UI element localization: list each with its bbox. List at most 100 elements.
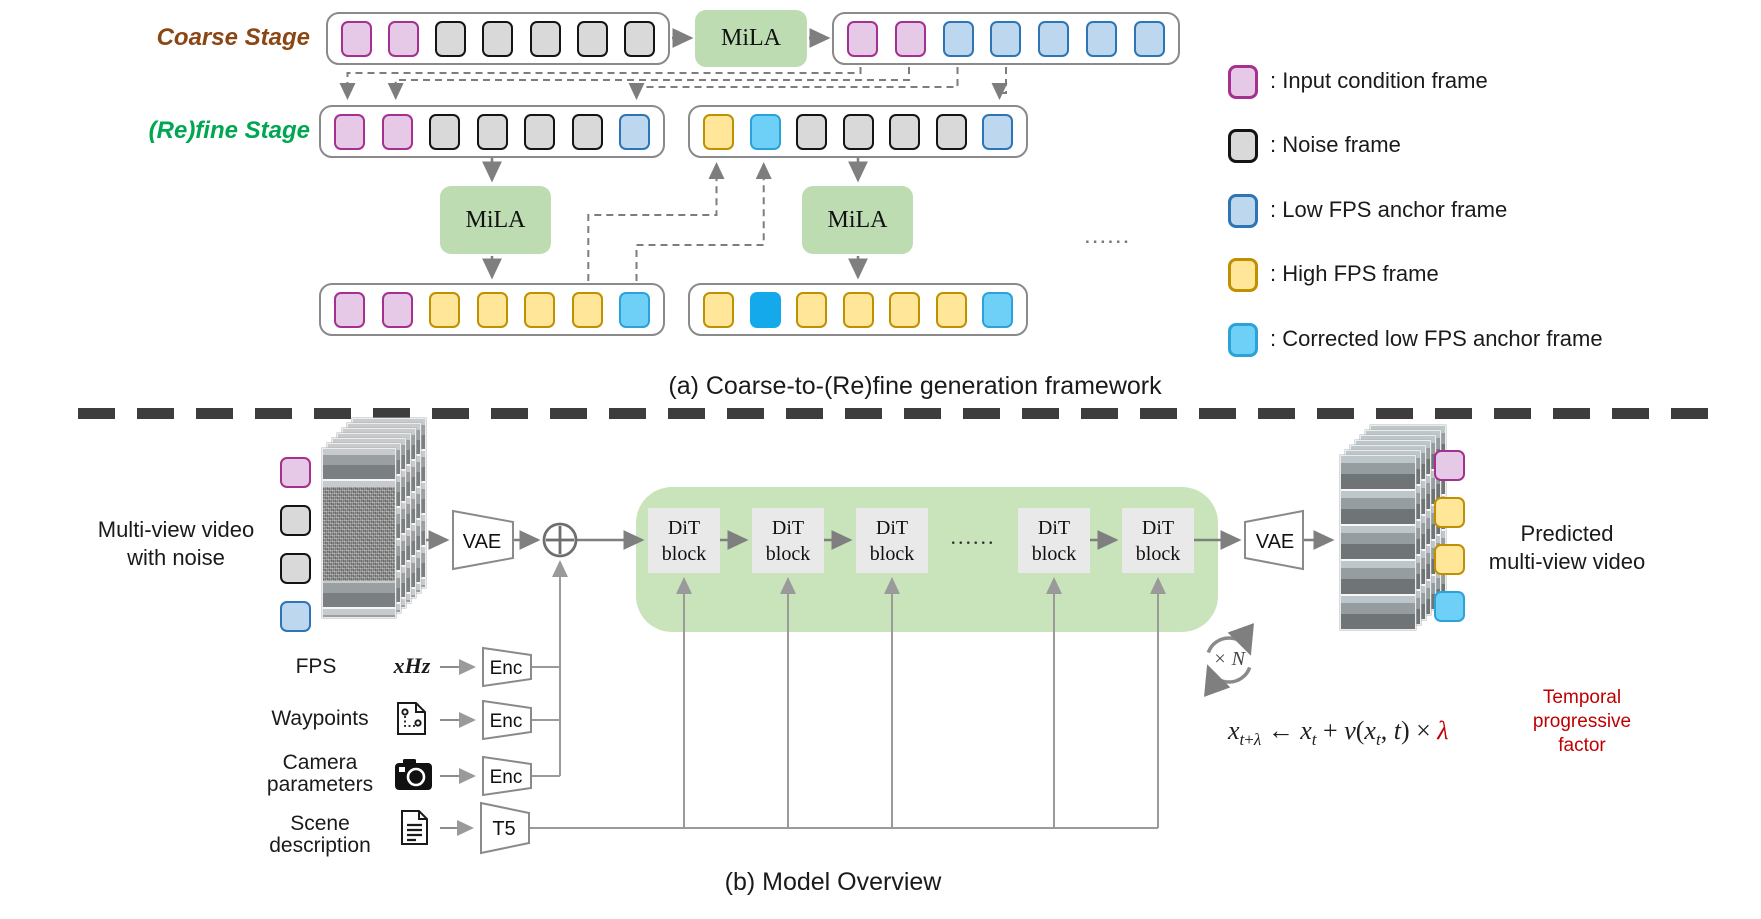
dit-ellipsis: ...... <box>950 524 996 549</box>
high-frame <box>1434 544 1465 575</box>
corrected-frame <box>1434 591 1465 622</box>
caption-b: (b) Model Overview <box>724 868 942 896</box>
vae-encoder-shape <box>452 509 514 571</box>
update-formula: xt+λ ← xt + v(xt, t) × λ <box>1228 716 1449 750</box>
legend-label-corrected: : Corrected low FPS anchor frame <box>1270 326 1603 351</box>
corrected-solid-frame <box>749 291 781 328</box>
refine-output-row-1 <box>319 283 665 336</box>
continuation-dots-a: ...... <box>1085 228 1132 247</box>
anchor-frame <box>280 601 311 632</box>
noise-frame <box>429 113 460 150</box>
condition-row-arrows <box>440 659 476 836</box>
output-frame-column <box>1434 450 1465 622</box>
high-frame <box>703 113 734 150</box>
vae-encoder-label: VAE <box>462 531 502 553</box>
noise-frame <box>576 20 608 57</box>
input-frame <box>381 113 413 150</box>
video-frame-layer <box>322 448 396 618</box>
dit-block-2: DiT block <box>752 508 824 573</box>
input-frame <box>388 20 420 57</box>
refine-stage-label: (Re)fine Stage <box>148 117 310 144</box>
anchor-frame <box>1086 20 1118 57</box>
legend-label-noise: : Noise frame <box>1270 132 1401 157</box>
refine-input-row-1 <box>319 105 665 158</box>
legend-swatch-high <box>1228 258 1258 292</box>
noise-frame <box>889 113 920 150</box>
loop-count-label: × N <box>1213 648 1245 670</box>
mila-box-refine-1: MiLA <box>440 186 551 254</box>
legend-swatch-corrected <box>1228 323 1258 357</box>
predicted-video-stack <box>1340 425 1452 635</box>
conditioning-lines <box>529 562 1166 829</box>
noisy-video-stack <box>322 418 432 620</box>
corrected-frame <box>982 291 1013 328</box>
input-frame <box>334 291 365 328</box>
refine-output-row-2 <box>688 283 1028 336</box>
predicted-video-label: Predicted multi-view video <box>1467 520 1667 576</box>
coarse-input-row <box>326 12 670 65</box>
encoder-trapezoids <box>480 646 532 855</box>
scene-description-label: Scene description <box>269 812 371 857</box>
input-frame <box>280 457 311 488</box>
corrected-frame <box>619 291 650 328</box>
refine-input-row-2 <box>688 105 1028 158</box>
legend-swatch-input <box>1228 65 1258 99</box>
mila-box-coarse: MiLA <box>695 10 807 67</box>
anchor-frame <box>990 20 1022 57</box>
anchor-frame <box>1038 20 1070 57</box>
noise-frame <box>796 113 827 150</box>
noise-frame <box>524 113 555 150</box>
camera-parameters-label: Camera parameters <box>266 751 374 796</box>
high-frame <box>796 291 827 328</box>
document-text-icon <box>401 810 428 845</box>
caption-a: (a) Coarse-to-(Re)fine generation framew… <box>668 372 1162 400</box>
input-frame <box>1434 450 1465 481</box>
section-a-dashed-connectors <box>339 67 1008 281</box>
legend-swatch-anchor <box>1228 194 1258 228</box>
input-frame <box>381 291 413 328</box>
dit-block-3: DiT block <box>856 508 928 573</box>
noise-frame <box>842 113 874 150</box>
section-a-arrows <box>482 28 868 280</box>
noise-frame <box>571 113 603 150</box>
anchor-frame <box>942 20 974 57</box>
waypoints-document-icon <box>397 702 426 735</box>
high-frame <box>476 291 508 328</box>
anchor-frame <box>619 113 650 150</box>
noise-frame <box>529 20 561 57</box>
coarse-output-row <box>832 12 1180 65</box>
cycle-arrows-icon <box>1204 623 1254 697</box>
enc-camera-label: Enc <box>489 767 523 788</box>
legend-label-high: : High FPS frame <box>1270 261 1439 286</box>
anchor-frame <box>982 113 1013 150</box>
input-frame <box>334 113 365 150</box>
noise-frame <box>623 20 655 57</box>
high-frame <box>889 291 920 328</box>
dit-block-5: DiT block <box>1122 508 1194 573</box>
input-frame <box>894 20 926 57</box>
fps-label: FPS <box>295 655 337 678</box>
noise-frame <box>935 113 967 150</box>
high-frame <box>429 291 460 328</box>
input-frame <box>341 20 372 57</box>
fps-value: xHz <box>393 653 431 678</box>
high-frame <box>1434 497 1465 528</box>
temporal-progressive-factor-note: Temporal progressive factor <box>1532 687 1632 756</box>
corrected-frame <box>749 113 781 150</box>
legend-label-input: : Input condition frame <box>1270 68 1488 93</box>
input-video-label: Multi-view video with noise <box>76 516 276 572</box>
noise-frame <box>482 20 514 57</box>
dit-block-1: DiT block <box>648 508 720 573</box>
coarse-stage-label: Coarse Stage <box>156 24 310 51</box>
high-frame <box>935 291 967 328</box>
circled-plus-icon <box>542 522 578 558</box>
section-divider <box>78 408 1726 419</box>
noise-frame <box>476 113 508 150</box>
vae-trapezoids <box>452 509 1304 571</box>
t5-encoder-label: T5 <box>492 818 516 840</box>
predicted-video-label-line2: multi-view video <box>1488 549 1646 574</box>
enc-waypoints-label: Enc <box>489 711 523 732</box>
predicted-video-label-line1: Predicted <box>1520 521 1614 546</box>
